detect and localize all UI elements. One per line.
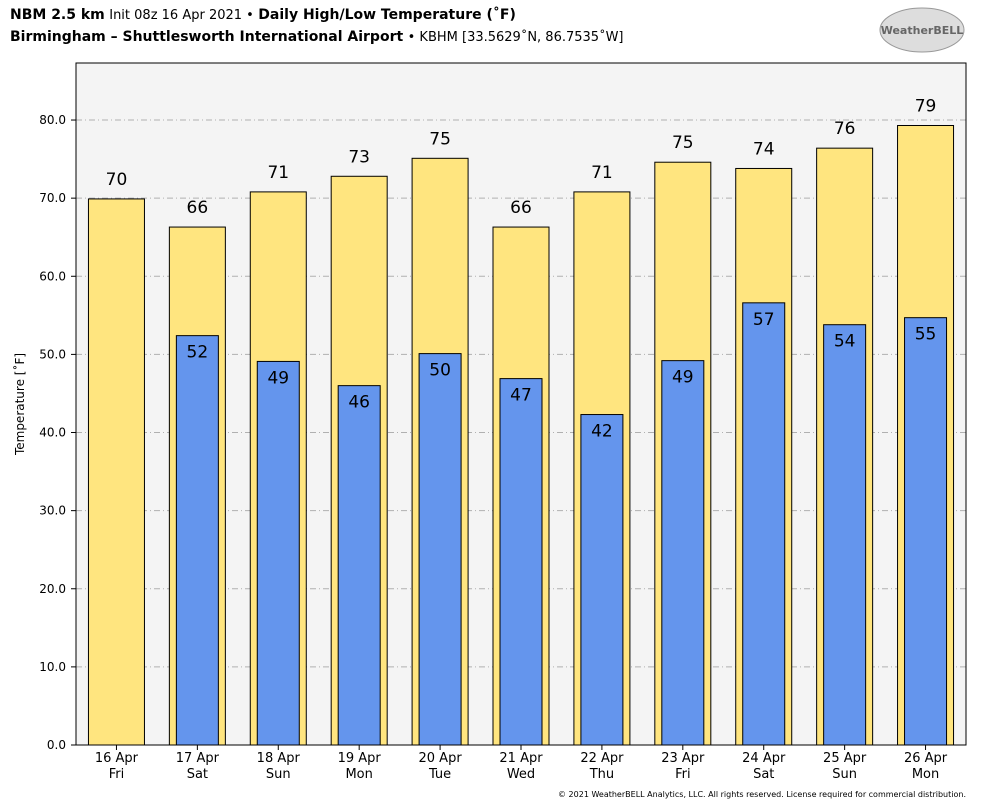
x-tick-label: Sun — [832, 767, 857, 782]
plot-frame — [75, 62, 967, 746]
value-label: 49 — [672, 368, 694, 388]
y-tick-label: 50.0 — [39, 347, 66, 361]
value-label: 66 — [510, 198, 532, 218]
logo: WeatherBELL — [881, 24, 964, 37]
x-tick-label: 22 Apr — [580, 751, 624, 766]
x-tick-label: Mon — [912, 767, 939, 782]
value-label: 66 — [187, 198, 209, 218]
x-tick-label: 18 Apr — [257, 751, 301, 766]
title-init: Init 08z 16 Apr 2021 • — [109, 8, 254, 23]
x-tick-label: Thu — [589, 767, 614, 782]
subtitle-id: • KBHM [33.5629˚N, 86.7535˚W] — [408, 29, 624, 45]
x-tick-label: 24 Apr — [742, 751, 786, 766]
value-label: 74 — [753, 139, 775, 159]
value-label: 55 — [915, 325, 937, 345]
x-tick-label: 23 Apr — [661, 751, 705, 766]
x-tick-label: Tue — [428, 767, 451, 782]
value-label: 57 — [753, 310, 775, 330]
y-tick-label: 80.0 — [39, 113, 66, 127]
x-tick-label: Sun — [266, 767, 291, 782]
bar — [337, 385, 381, 746]
y-tick-label: 10.0 — [39, 660, 66, 674]
bar — [499, 378, 543, 746]
x-tick-label: Mon — [345, 767, 372, 782]
x-tick-label: Fri — [109, 767, 125, 782]
x-tick-label: 16 Apr — [95, 751, 139, 766]
y-tick-label: 60.0 — [39, 269, 66, 283]
bar — [256, 360, 300, 746]
bar — [742, 302, 786, 746]
bar — [904, 317, 948, 746]
y-tick-label: 0.0 — [47, 738, 66, 752]
title-product: Daily High/Low Temperature (˚F) — [258, 6, 516, 23]
x-tick-label: Wed — [507, 767, 535, 782]
bar — [580, 414, 624, 746]
logo-mark — [879, 7, 965, 53]
bar — [661, 360, 705, 746]
value-label: 71 — [591, 163, 613, 183]
y-tick-label: 40.0 — [39, 426, 66, 440]
chart-subtitle: Birmingham – Shuttlesworth International… — [10, 29, 624, 45]
value-label: 71 — [267, 163, 289, 183]
y-axis-label: Temperature [˚F] — [12, 353, 27, 456]
bar — [87, 198, 145, 746]
footer: © 2021 WeatherBELL Analytics, LLC. All r… — [558, 790, 966, 799]
y-tick-label: 70.0 — [39, 191, 66, 205]
value-label: 42 — [591, 422, 613, 442]
title-model: NBM 2.5 km — [10, 7, 105, 23]
chart-title: NBM 2.5 km Init 08z 16 Apr 2021 • Daily … — [10, 6, 516, 23]
x-tick-label: Fri — [675, 767, 691, 782]
x-tick-label: 26 Apr — [904, 751, 948, 766]
value-label: 75 — [429, 129, 451, 149]
bar — [175, 335, 219, 746]
value-label: 76 — [834, 119, 856, 139]
value-label: 75 — [672, 133, 694, 153]
y-tick-label: 20.0 — [39, 582, 66, 596]
value-label: 49 — [267, 368, 289, 388]
x-tick-label: Sat — [187, 767, 208, 782]
bar — [823, 324, 867, 746]
value-label: 47 — [510, 386, 532, 406]
x-tick-label: Sat — [753, 767, 774, 782]
y-tick-label: 30.0 — [39, 504, 66, 518]
x-tick-label: 20 Apr — [419, 751, 463, 766]
value-label: 46 — [348, 393, 370, 413]
x-tick-label: 19 Apr — [338, 751, 382, 766]
x-tick-label: 17 Apr — [176, 751, 220, 766]
x-tick-label: 21 Apr — [499, 751, 543, 766]
bar — [418, 353, 462, 746]
value-label: 73 — [348, 147, 370, 167]
value-label: 52 — [187, 343, 209, 363]
value-label: 70 — [106, 170, 128, 190]
value-label: 54 — [834, 332, 856, 352]
value-label: 79 — [915, 96, 937, 116]
value-label: 50 — [429, 361, 451, 381]
subtitle-station: Birmingham – Shuttlesworth International… — [10, 29, 403, 45]
x-tick-label: 25 Apr — [823, 751, 867, 766]
